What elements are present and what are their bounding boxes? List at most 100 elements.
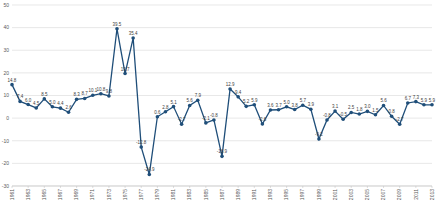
- x-tick: [141, 186, 142, 188]
- point: [236, 95, 240, 99]
- x-tick: [108, 186, 109, 188]
- point: [59, 106, 63, 110]
- grid-line: [12, 118, 432, 119]
- x-tick: [302, 186, 303, 188]
- x-tick-label: 1977: [138, 189, 144, 200]
- y-tick-label: -20: [2, 160, 9, 166]
- data-label: 3.0: [364, 104, 371, 109]
- data-label: 2.6: [65, 105, 72, 110]
- point: [349, 111, 353, 115]
- point: [164, 110, 168, 114]
- point: [51, 105, 55, 109]
- x-tick: [367, 186, 368, 188]
- x-tick-label: 1979: [154, 189, 160, 200]
- x-tick-label: 1973: [106, 189, 112, 200]
- point: [253, 103, 257, 107]
- data-label: 3.9: [308, 102, 315, 107]
- point: [414, 100, 418, 104]
- data-label: -9.2: [315, 132, 323, 137]
- data-label: -0.8: [210, 113, 218, 118]
- point: [277, 108, 281, 112]
- grid-line: [12, 140, 432, 141]
- x-tick: [125, 186, 126, 188]
- y-tick-label: 50: [3, 2, 9, 8]
- data-label: 5.0: [49, 100, 56, 105]
- point: [67, 110, 71, 114]
- data-label: -16.9: [217, 149, 228, 154]
- data-label: 7.9: [195, 93, 202, 98]
- point: [341, 117, 345, 121]
- series: [10, 27, 434, 176]
- point: [390, 115, 394, 119]
- point: [34, 106, 38, 110]
- grid-line: [12, 27, 432, 28]
- x-tick: [318, 186, 319, 188]
- point: [309, 108, 313, 112]
- point: [228, 87, 232, 91]
- grid-line: [12, 72, 432, 73]
- point: [10, 83, 14, 87]
- point: [325, 118, 329, 122]
- point: [301, 103, 305, 107]
- x-tick: [28, 186, 29, 188]
- point: [366, 110, 370, 114]
- point: [115, 27, 119, 31]
- point: [188, 104, 192, 108]
- x-tick: [270, 186, 271, 188]
- grid-line: [12, 163, 432, 164]
- point: [269, 108, 273, 112]
- data-label: 12.9: [226, 82, 235, 87]
- x-tick: [254, 186, 255, 188]
- x-tick: [173, 186, 174, 188]
- x-tick: [44, 186, 45, 188]
- x-tick: [205, 186, 206, 188]
- x-tick-label: 1961: [9, 189, 15, 200]
- grid-line: [12, 50, 432, 51]
- point: [406, 101, 410, 105]
- x-tick: [12, 186, 13, 188]
- data-label: 4.5: [33, 101, 40, 106]
- point: [26, 103, 30, 107]
- data-label: 5.6: [187, 98, 194, 103]
- x-tick-label: 1967: [57, 189, 63, 200]
- data-label: -0.5: [339, 112, 347, 117]
- y-tick-label: 40: [3, 24, 9, 30]
- data-label: 19.7: [121, 67, 130, 72]
- point: [317, 137, 321, 141]
- point: [422, 103, 426, 107]
- point: [123, 72, 127, 76]
- point: [148, 173, 152, 177]
- point: [285, 105, 289, 109]
- x-tick: [335, 186, 336, 188]
- y-tick-label: -10: [2, 138, 9, 144]
- x-tick-label: 2001: [332, 189, 338, 200]
- x-tick-label: 1965: [41, 189, 47, 200]
- data-label: 5.6: [380, 98, 387, 103]
- x-tick-label: 2005: [364, 189, 370, 200]
- x-tick-label: 2009: [396, 189, 402, 200]
- data-label: 3.8: [292, 103, 299, 108]
- data-label: 7.4: [17, 94, 24, 99]
- data-label: 1.5: [372, 108, 379, 113]
- x-tick: [157, 186, 158, 188]
- data-label: 3.1: [332, 104, 339, 109]
- x-tick-label: 2003: [348, 189, 354, 200]
- x-tick: [76, 186, 77, 188]
- data-label: -0.8: [323, 113, 331, 118]
- x-tick: [60, 186, 61, 188]
- data-label: 14.8: [8, 78, 17, 83]
- point: [180, 122, 184, 126]
- point: [358, 112, 362, 116]
- point: [172, 105, 176, 109]
- data-label: -2.7: [178, 117, 186, 122]
- x-tick-label: 2013: [429, 189, 435, 200]
- point: [333, 109, 337, 113]
- data-label: 6.0: [25, 98, 32, 103]
- data-label: 3.7: [275, 103, 282, 108]
- x-tick: [351, 186, 352, 188]
- data-label: 7.3: [413, 95, 420, 100]
- data-label: 5.9: [421, 98, 428, 103]
- data-label: 2.5: [348, 105, 355, 110]
- y-tick-label: 30: [3, 47, 9, 53]
- point: [212, 118, 216, 122]
